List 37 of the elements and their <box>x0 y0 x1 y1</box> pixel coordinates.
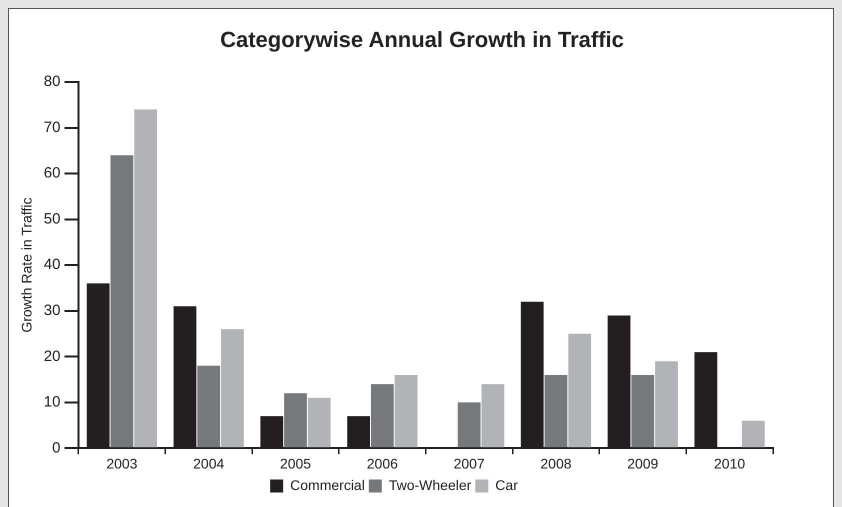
legend-label: Car <box>495 476 518 493</box>
legend-label: Commercial <box>290 476 365 493</box>
bar <box>284 393 307 448</box>
bar <box>221 329 244 448</box>
x-tick-label: 2004 <box>193 455 224 472</box>
y-tick-label: 0 <box>52 439 60 456</box>
x-tick-label: 2009 <box>627 455 659 472</box>
bar <box>308 398 331 448</box>
y-tick-label: 50 <box>44 210 60 228</box>
y-tick-label: 10 <box>44 394 60 411</box>
y-tick-label: 20 <box>44 348 60 365</box>
y-tick-label: 60 <box>44 164 60 182</box>
bar <box>110 155 134 448</box>
bar <box>568 334 592 448</box>
bar <box>742 420 765 448</box>
bar <box>370 384 394 448</box>
x-tick-label: 2005 <box>280 455 312 472</box>
x-tick-label: 2008 <box>540 455 572 472</box>
bar <box>481 384 504 448</box>
y-tick-label: 80 <box>44 73 60 90</box>
y-tick-label: 70 <box>44 118 60 136</box>
y-axis-title: Growth Rate in Traffic <box>18 198 34 333</box>
chart-title: Categorywise Annual Growth in Traffic <box>219 27 625 53</box>
bar <box>544 374 568 448</box>
x-tick-label: 2007 <box>454 455 485 472</box>
x-tick-label: 2010 <box>714 455 746 472</box>
legend-label: Two-Wheeler <box>388 476 472 493</box>
bar <box>631 374 654 448</box>
bar <box>458 402 481 448</box>
bar <box>655 361 678 448</box>
bar <box>134 109 158 448</box>
x-tick-label: 2003 <box>106 455 138 472</box>
bar <box>394 374 418 448</box>
bar <box>197 366 220 448</box>
y-tick-label: 40 <box>44 256 60 274</box>
x-tick-label: 2006 <box>366 455 398 472</box>
y-tick-label: 30 <box>44 302 60 320</box>
